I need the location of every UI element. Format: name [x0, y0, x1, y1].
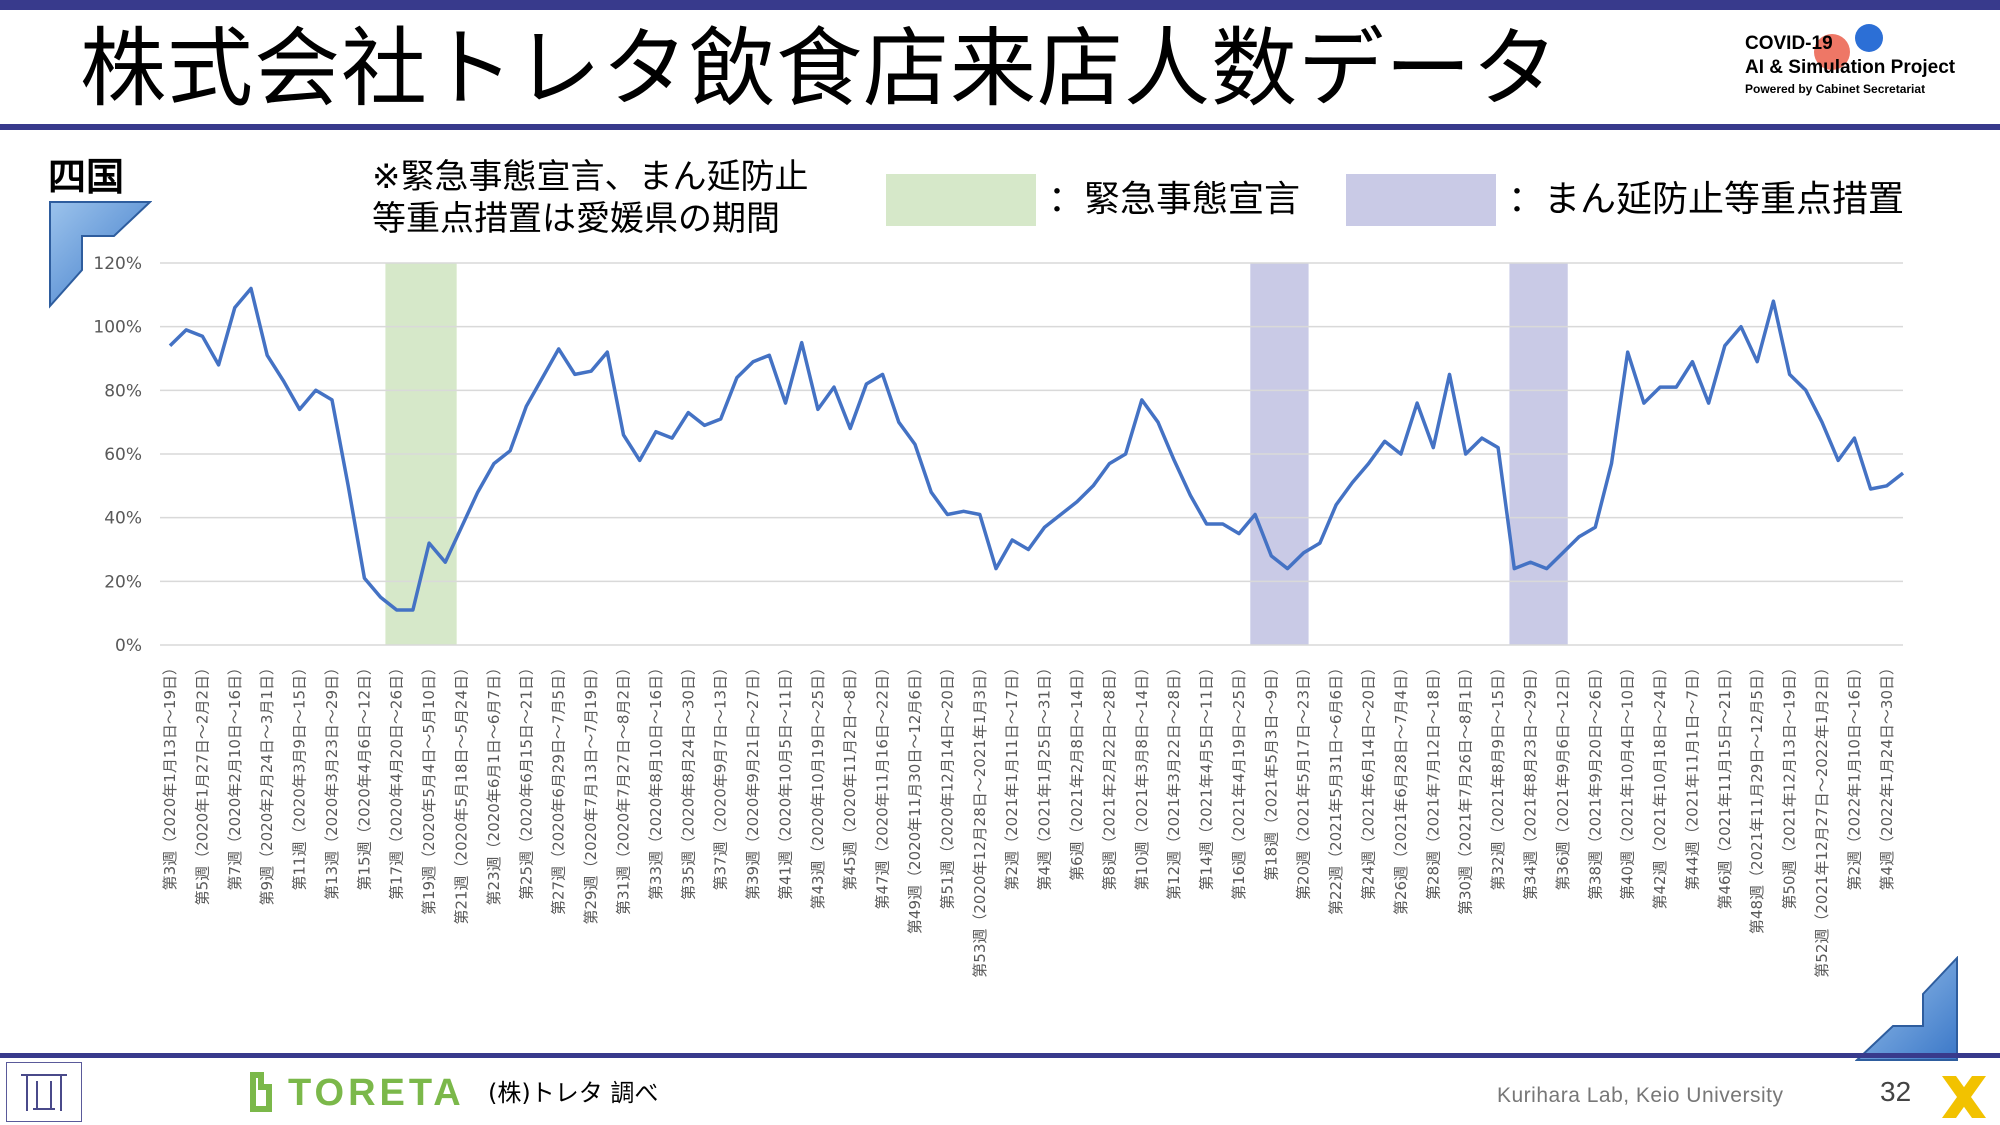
x-tick-label: 第28週（2021年7月12日～18日）	[1424, 660, 1442, 900]
x-tick-label: 第6週（2021年2月8日～14日）	[1068, 660, 1086, 881]
x-tick-label: 第9週（2020年2月24日～3月1日）	[258, 660, 276, 905]
x-tick-label: 第21週（2020年5月18日～5月24日）	[453, 660, 471, 925]
legend-emergency-label: ：緊急事態宣言	[1048, 179, 1301, 220]
x-tick-label: 第50週（2021年12月13日～19日）	[1781, 660, 1799, 910]
legend-emergency-swatch	[886, 174, 1036, 226]
period-note-line-1: ※緊急事態宣言、まん延防止	[372, 157, 809, 197]
x-tick-label: 第45週（2020年11月2日～8日）	[841, 660, 859, 890]
x-tick-label: 第36週（2021年9月6日～12日）	[1554, 660, 1572, 890]
period-note: ※緊急事態宣言、まん延防止 等重点措置は愛媛県の期間	[372, 156, 809, 240]
x-tick-label: 第16週（2021年4月19日～25日）	[1230, 660, 1248, 900]
x-tick-label: 第20週（2021年5月17日～23日）	[1295, 660, 1313, 900]
x-tick-label: 第7週（2020年2月10日～16日）	[226, 660, 244, 890]
y-tick-label: 40%	[104, 509, 142, 529]
x-tick-label: 第33週（2020年8月10日～16日）	[647, 660, 665, 900]
title-divider	[0, 124, 2000, 130]
survey-credit: (株)トレタ 調べ	[488, 1079, 659, 1107]
x-tick-label: 第29週（2020年7月13日～7月19日）	[582, 660, 600, 925]
x-tick-label: 第52週（2021年12月27日～2022年1月2日）	[1813, 660, 1831, 978]
x-tick-label: 第15週（2020年4月6日～12日）	[355, 660, 373, 890]
x-tick-label: 第2週（2022年1月10日～16日）	[1845, 660, 1863, 890]
y-tick-label: 20%	[104, 572, 142, 592]
y-tick-label: 0%	[115, 636, 142, 656]
x-tick-label: 第35週（2020年8月24日～30日）	[679, 660, 697, 900]
x-tick-label: 第37週（2020年9月7日～13日）	[712, 660, 730, 890]
university-logo-icon	[6, 1062, 82, 1122]
badge-line-1: COVID-19	[1745, 33, 1833, 54]
x-logo-icon	[1942, 1076, 1986, 1118]
lab-credit: Kurihara Lab, Keio University	[1497, 1084, 1784, 1107]
x-tick-label: 第18週（2021年5月3日～9日）	[1262, 660, 1280, 881]
badge-line-2: AI & Simulation Project	[1745, 57, 1956, 78]
x-tick-label: 第43週（2020年10月19日～25日）	[809, 660, 827, 910]
corner-decoration-top-left-icon	[49, 201, 152, 309]
x-tick-label: 第47週（2020年11月16日～22日）	[874, 660, 892, 910]
corner-decoration-bottom-right-icon	[1855, 956, 1958, 1061]
x-tick-label: 第17週（2020年4月20日～26日）	[388, 660, 406, 900]
x-tick-label: 第26週（2021年6月28日～7月4日）	[1392, 660, 1410, 915]
x-tick-label: 第49週（2020年11月30日～12月6日）	[906, 660, 924, 934]
x-tick-label: 第40週（2021年10月4日～10日）	[1619, 660, 1637, 900]
covid-project-badge: COVID-19 AI & Simulation Project Powered…	[1745, 32, 1955, 98]
period-note-line-2: 等重点措置は愛媛県の期間	[372, 199, 780, 239]
top-accent-bar	[0, 0, 2000, 10]
page-title: 株式会社トレタ飲食店来店人数データ	[80, 19, 1559, 119]
toreta-brand: TORETA	[288, 1072, 465, 1114]
x-tick-label: 第13週（2020年3月23日～29日）	[323, 660, 341, 900]
x-tick-label: 第42週（2021年10月18日～24日）	[1651, 660, 1669, 910]
x-tick-label: 第12週（2021年3月22日～28日）	[1165, 660, 1183, 900]
x-tick-label: 第24週（2021年6月14日～20日）	[1360, 660, 1378, 900]
x-tick-label: 第41週（2020年10月5日～11日）	[776, 660, 794, 900]
y-tick-label: 100%	[93, 318, 142, 338]
line-chart: 0% 20% 40% 60% 80% 100% 120% 第3週（2020年1月13日～19日…	[93, 254, 1905, 978]
x-tick-label: 第51週（2020年12月14日～20日）	[938, 660, 956, 910]
page-number: 32	[1880, 1076, 1912, 1107]
x-tick-label: 第10週（2021年3月8日～14日）	[1133, 660, 1151, 890]
y-tick-label: 120%	[93, 254, 142, 274]
region-label: 四国	[48, 155, 125, 199]
x-tick-label: 第34週（2021年8月23日～29日）	[1521, 660, 1539, 900]
x-tick-label: 第4週（2022年1月24日～30日）	[1878, 660, 1896, 890]
x-tick-label: 第25週（2020年6月15日～21日）	[517, 660, 535, 900]
x-tick-label: 第4週（2021年1月25日～31日）	[1036, 660, 1054, 890]
badge-line-3: Powered by Cabinet Secretariat	[1745, 82, 1926, 96]
x-tick-label: 第38週（2021年9月20日～26日）	[1586, 660, 1604, 900]
x-tick-label: 第3週（2020年1月13日～19日）	[161, 660, 179, 890]
covid-logo-circle-red	[1814, 34, 1850, 70]
x-tick-label: 第23週（2020年6月1日～6月7日）	[485, 660, 503, 905]
footer-divider	[0, 1053, 2000, 1058]
covid-logo-circle-blue	[1855, 24, 1883, 52]
x-tick-label: 第44週（2021年11月1日～7日）	[1683, 660, 1701, 890]
legend-priority-label: ：まん延防止等重点措置	[1508, 179, 1905, 220]
toreta-logo-icon	[250, 1072, 272, 1112]
x-tick-label: 第5週（2020年1月27日～2月2日）	[193, 660, 211, 905]
x-tick-label: 第19週（2020年5月4日～5月10日）	[420, 660, 438, 915]
y-tick-label: 80%	[104, 381, 142, 401]
x-tick-label: 第48週（2021年11月29日～12月5日）	[1748, 660, 1766, 934]
x-tick-label: 第22週（2021年5月31日～6月6日）	[1327, 660, 1345, 915]
legend-priority-swatch	[1346, 174, 1496, 226]
x-tick-label: 第32週（2021年8月9日～15日）	[1489, 660, 1507, 890]
x-tick-label: 第53週（2020年12月28日～2021年1月3日）	[971, 660, 989, 978]
x-tick-label: 第39週（2020年9月21日～27日）	[744, 660, 762, 900]
x-tick-label: 第46週（2021年11月15日～21日）	[1716, 660, 1734, 910]
x-tick-label: 第8週（2021年2月22日～28日）	[1100, 660, 1118, 890]
x-tick-label: 第14週（2021年4月5日～11日）	[1198, 660, 1216, 890]
x-tick-label: 第2週（2021年1月11日～17日）	[1003, 660, 1021, 890]
x-tick-label: 第30週（2021年7月26日～8月1日）	[1457, 660, 1475, 915]
x-tick-label: 第11週（2020年3月9日～15日）	[291, 660, 309, 890]
series-line	[168, 286, 1905, 612]
y-tick-label: 60%	[104, 445, 142, 465]
x-tick-label: 第31週（2020年7月27日～8月2日）	[614, 660, 632, 915]
x-tick-label: 第27週（2020年6月29日～7月5日）	[550, 660, 568, 915]
